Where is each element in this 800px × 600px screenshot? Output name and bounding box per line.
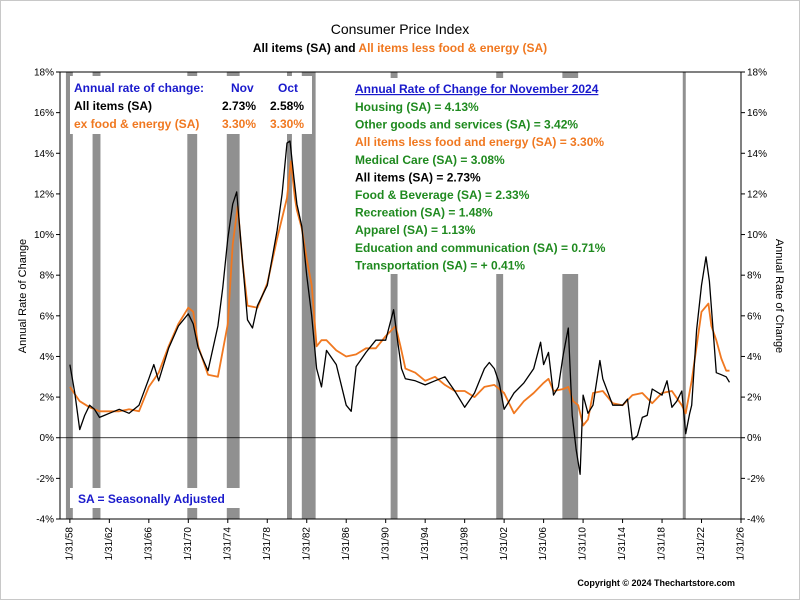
y-tick-right-label: 0% [747,433,762,444]
y-tick-left-label: 16% [34,108,54,119]
right-box-item: Other goods and services (SA) = 3.42% [355,118,578,132]
recession-band-1 [92,72,101,519]
y-tick-left-label: 12% [34,189,54,200]
x-tick-label: 1/31/66 [143,527,154,561]
recession-band-9 [682,72,686,519]
right-box-item: All items (SA) = 2.73% [355,170,481,184]
y-tick-right-label: 16% [747,108,767,119]
left-box-heading: Annual rate of change: [74,81,204,95]
left-annotation-box: Annual rate of change: Nov Oct All items… [70,76,312,134]
recession-band-2 [187,72,198,519]
right-box-items: Housing (SA) = 4.13% Other goods and serv… [355,100,606,272]
right-box-item: Transportation (SA) = + 0.41% [355,258,525,272]
x-tick-label: 1/31/90 [380,527,391,561]
y-tick-right-label: 2% [747,393,762,404]
recession-band-7 [496,72,504,519]
recession-band-3 [226,72,240,519]
y-tick-left-label: 18% [34,68,54,79]
right-box-heading: Annual Rate of Change for November 2024 [355,82,599,96]
x-tick-label: 1/31/78 [262,527,273,561]
y-tick-right-label: 18% [747,68,767,79]
left-box-row1-oct: 2.58% [270,99,304,113]
recession-band-6 [390,72,398,519]
y-axis-label-right: Annual Rate of Change [773,239,785,353]
y-axis-label-left: Annual Rate of Change [17,239,29,353]
right-box-item: Recreation (SA) = 1.48% [355,206,493,220]
y-tick-left-label: 4% [40,352,55,363]
x-tick-label: 1/31/18 [657,527,668,561]
sa-note: SA = Seasonally Adjusted [78,492,225,506]
x-tick-label: 1/31/58 [65,527,76,561]
y-tick-right-label: 4% [747,352,762,363]
x-tick-label: 1/31/62 [104,527,115,561]
chart-title: Consumer Price Index [331,21,470,37]
y-axis-right: -4% -2% 0% 2% 4% 6% 8% 10% 12% 14% 16% 18% [741,68,767,526]
recession-band-4 [287,72,292,519]
recession-band-0 [65,72,73,519]
left-box-col-nov: Nov [231,81,254,95]
right-box-item: Medical Care (SA) = 3.08% [355,153,505,167]
x-tick-label: 1/31/26 [736,527,747,561]
x-tick-label: 1/31/94 [420,527,431,561]
series-lines [69,140,731,475]
y-tick-right-label: -2% [747,474,765,485]
series-all-items [69,140,731,475]
right-box-item: Food & Beverage (SA) = 2.33% [355,188,530,202]
x-tick-label: 1/31/14 [617,527,628,561]
left-box-col-oct: Oct [278,81,298,95]
subtitle-and: and [331,41,359,55]
sa-note-box: SA = Seasonally Adjusted [70,488,240,508]
chart-subtitle: All items (SA) and All items less food &… [253,41,547,55]
right-box-item: Housing (SA) = 4.13% [355,100,479,114]
y-tick-right-label: 10% [747,230,767,241]
y-tick-left-label: 8% [40,271,55,282]
x-tick-label: 1/31/70 [183,527,194,561]
y-tick-left-label: 10% [34,230,54,241]
y-axis-left: -4% -2% 0% 2% 4% 6% 8% 10% 12% 14% 16% 18% [34,68,60,526]
subtitle-core: All items less food & energy (SA) [358,41,547,55]
left-box-row2-oct: 3.30% [270,117,304,131]
y-tick-left-label: -2% [36,474,54,485]
x-tick-label: 1/31/74 [222,527,233,561]
x-tick-label: 1/31/10 [578,527,589,561]
x-tick-label: 1/31/98 [459,527,470,561]
y-tick-right-label: 6% [747,311,762,322]
y-tick-right-label: 12% [747,189,767,200]
subtitle-all-items: All items (SA) [253,41,331,55]
y-tick-left-label: 0% [40,433,55,444]
left-box-row1-label: All items (SA) [74,99,152,113]
y-tick-left-label: -4% [36,515,54,526]
left-box-row1-nov: 2.73% [222,99,256,113]
x-tick-label: 1/31/82 [301,527,312,561]
y-tick-right-label: -4% [747,515,765,526]
y-tick-right-label: 14% [747,149,767,160]
copyright: Copyright © 2024 Thechartstore.com [577,578,735,588]
right-box-item: All items less food and energy (SA) = 3.… [355,135,604,149]
x-tick-label: 1/31/22 [696,527,707,561]
plot-border [59,71,742,520]
right-annotation-box: Annual Rate of Change for November 2024 … [350,78,640,274]
y-tick-left-label: 14% [34,149,54,160]
y-tick-right-label: 8% [747,271,762,282]
left-box-row2-label: ex food & energy (SA) [74,117,199,131]
y-tick-left-label: 6% [40,311,55,322]
x-axis: 1/31/58 1/31/62 1/31/66 1/31/70 1/31/74 1/31/… [65,519,747,560]
right-box-item: Apparel (SA) = 1.13% [355,223,476,237]
right-box-item: Education and communication (SA) = 0.71% [355,241,606,255]
x-tick-label: 1/31/06 [538,527,549,561]
x-tick-label: 1/31/02 [499,527,510,561]
x-tick-label: 1/31/86 [341,527,352,561]
y-tick-left-label: 2% [40,393,55,404]
left-box-row2-nov: 3.30% [222,117,256,131]
